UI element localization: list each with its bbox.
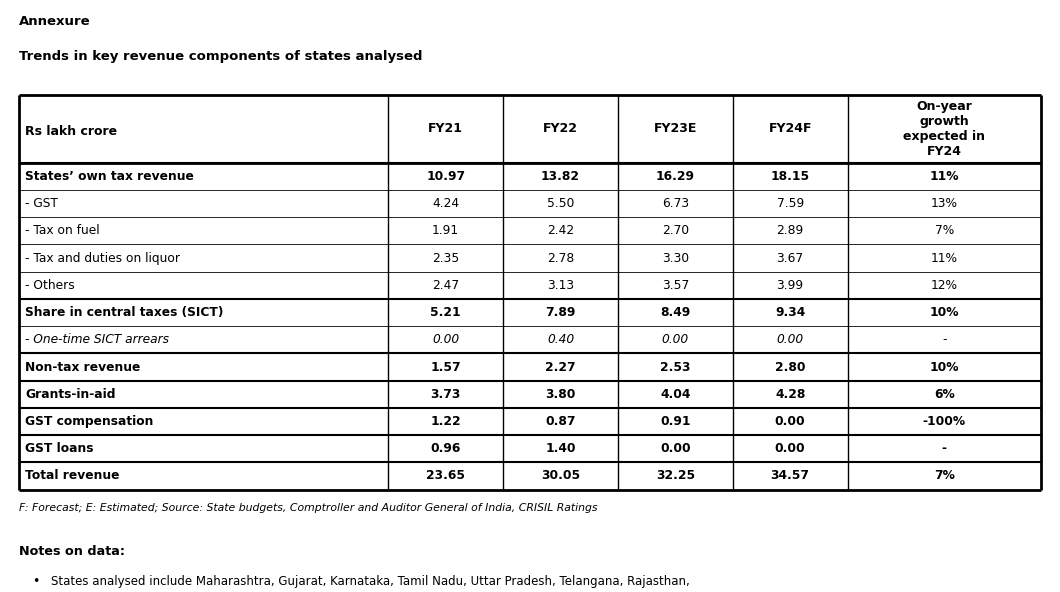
Text: 3.30: 3.30 [661,252,689,265]
Text: 1.57: 1.57 [430,361,461,374]
Text: 2.89: 2.89 [777,224,803,237]
Text: 0.87: 0.87 [545,415,576,428]
Text: 9.34: 9.34 [775,306,806,319]
Text: F: Forecast; E: Estimated; Source: State budgets, Comptroller and Auditor Genera: F: Forecast; E: Estimated; Source: State… [19,503,598,513]
Text: Total revenue: Total revenue [25,469,120,482]
Text: 4.04: 4.04 [660,388,690,401]
Text: - One-time SICT arrears: - One-time SICT arrears [25,333,170,346]
Text: 0.00: 0.00 [777,333,803,346]
Text: 3.57: 3.57 [661,279,689,292]
Text: 13.82: 13.82 [541,170,580,183]
Text: 7.59: 7.59 [777,197,803,210]
Text: 2.42: 2.42 [547,224,575,237]
Text: 2.53: 2.53 [660,361,690,374]
Text: 32.25: 32.25 [656,469,695,482]
Text: On-year
growth
expected in
FY24: On-year growth expected in FY24 [903,100,985,157]
Text: 11%: 11% [930,170,959,183]
Text: 10.97: 10.97 [426,170,465,183]
Text: 11%: 11% [931,252,958,265]
Text: Annexure: Annexure [19,15,91,28]
Text: 13%: 13% [931,197,958,210]
Text: 34.57: 34.57 [771,469,810,482]
Text: 3.99: 3.99 [777,279,803,292]
Text: 10%: 10% [930,361,959,374]
Text: Non-tax revenue: Non-tax revenue [25,361,141,374]
Text: 0.00: 0.00 [775,415,806,428]
Text: - GST: - GST [25,197,58,210]
Text: Grants-in-aid: Grants-in-aid [25,388,116,401]
Text: GST compensation: GST compensation [25,415,154,428]
Text: 7%: 7% [935,224,954,237]
Text: Notes on data:: Notes on data: [19,545,125,558]
Text: - Others: - Others [25,279,75,292]
Text: 16.29: 16.29 [656,170,694,183]
Text: 8.49: 8.49 [660,306,690,319]
Text: 4.28: 4.28 [775,388,806,401]
Text: States analysed include Maharashtra, Gujarat, Karnataka, Tamil Nadu, Uttar Prade: States analysed include Maharashtra, Guj… [51,575,690,592]
Text: States’ own tax revenue: States’ own tax revenue [25,170,194,183]
Text: 2.47: 2.47 [432,279,459,292]
Text: FY22: FY22 [543,123,578,135]
Text: 2.70: 2.70 [661,224,689,237]
Text: 12%: 12% [931,279,958,292]
Text: 5.21: 5.21 [430,306,461,319]
Text: 2.80: 2.80 [775,361,806,374]
Text: 1.40: 1.40 [545,442,576,455]
Text: 6.73: 6.73 [661,197,689,210]
Text: 0.00: 0.00 [775,442,806,455]
Text: 23.65: 23.65 [426,469,465,482]
Text: 3.73: 3.73 [430,388,461,401]
Text: 6%: 6% [934,388,955,401]
Text: Rs lakh crore: Rs lakh crore [25,126,118,138]
Text: •: • [32,575,39,588]
Text: 18.15: 18.15 [771,170,810,183]
Text: GST loans: GST loans [25,442,94,455]
Text: 30.05: 30.05 [541,469,580,482]
Text: 1.22: 1.22 [430,415,461,428]
Text: Trends in key revenue components of states analysed: Trends in key revenue components of stat… [19,50,423,63]
Text: 0.00: 0.00 [432,333,459,346]
Text: 7.89: 7.89 [545,306,576,319]
Text: 1.91: 1.91 [432,224,459,237]
Text: 2.78: 2.78 [547,252,575,265]
Text: 0.00: 0.00 [660,442,691,455]
Text: 0.96: 0.96 [430,442,461,455]
Text: 3.67: 3.67 [777,252,803,265]
Text: -: - [941,442,947,455]
Text: FY24F: FY24F [768,123,812,135]
Text: Share in central taxes (SICT): Share in central taxes (SICT) [25,306,224,319]
Text: 0.40: 0.40 [547,333,575,346]
Text: 0.00: 0.00 [661,333,689,346]
Text: -: - [942,333,947,346]
Text: FY23E: FY23E [654,123,697,135]
Text: 3.13: 3.13 [547,279,575,292]
Text: 5.50: 5.50 [547,197,575,210]
Text: - Tax on fuel: - Tax on fuel [25,224,100,237]
Text: 10%: 10% [930,306,959,319]
Text: 4.24: 4.24 [432,197,459,210]
Text: 2.35: 2.35 [432,252,459,265]
Text: 3.80: 3.80 [545,388,576,401]
Text: FY21: FY21 [428,123,463,135]
Text: - Tax and duties on liquor: - Tax and duties on liquor [25,252,180,265]
Text: 7%: 7% [934,469,955,482]
Text: 0.91: 0.91 [660,415,690,428]
Text: -100%: -100% [922,415,966,428]
Text: 2.27: 2.27 [545,361,576,374]
